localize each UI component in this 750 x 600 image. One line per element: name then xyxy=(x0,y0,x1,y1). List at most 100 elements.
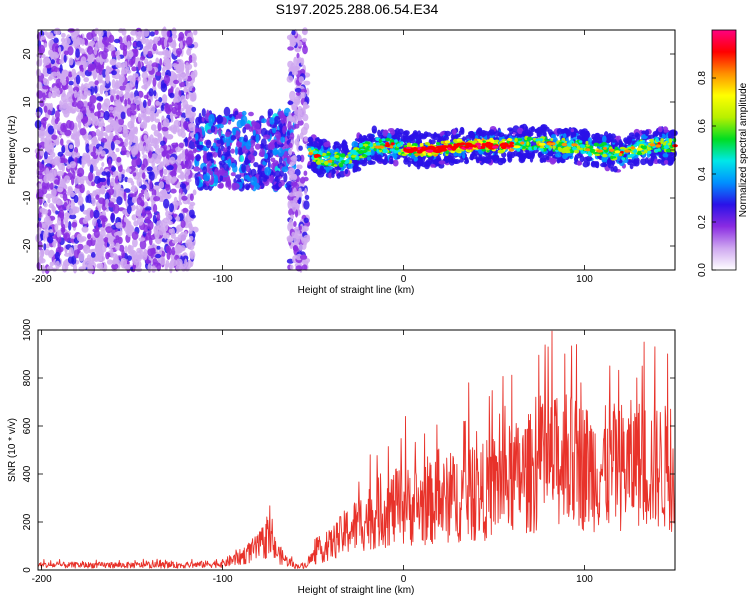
heatmap-blob xyxy=(159,189,168,195)
heatmap-blob xyxy=(126,40,131,50)
heatmap-blob xyxy=(178,77,182,84)
heatmap-blob xyxy=(184,258,188,268)
heatmap-blob xyxy=(61,145,66,154)
heatmap-blob xyxy=(111,263,119,270)
heatmap-blob xyxy=(151,265,157,273)
heatmap-blob xyxy=(68,221,72,231)
heatmap-blob xyxy=(81,85,88,91)
heatmap-blob xyxy=(326,152,332,156)
heatmap-blob xyxy=(286,130,290,140)
heatmap-blob xyxy=(607,161,615,169)
heatmap-blob xyxy=(178,192,182,203)
heatmap-blob xyxy=(170,188,177,194)
heatmap-blob xyxy=(143,224,149,233)
heatmap-blob xyxy=(187,150,194,160)
heatmap-blob xyxy=(67,256,75,264)
heatmap-blob xyxy=(42,77,48,82)
heatmap-blob xyxy=(179,245,186,252)
heatmap-blob xyxy=(95,169,101,177)
heatmap-blob xyxy=(66,90,75,101)
heatmap-blob xyxy=(151,39,158,45)
heatmap-blob xyxy=(427,152,432,156)
heatmap-blob xyxy=(430,164,436,168)
heatmap-blob xyxy=(156,212,161,222)
heatmap-blob xyxy=(80,175,88,181)
heatmap-blob xyxy=(344,168,349,175)
heatmap-blob xyxy=(143,78,148,86)
heatmap-blob xyxy=(315,137,319,142)
heatmap-blob xyxy=(85,53,93,63)
heatmap-blob xyxy=(71,109,76,114)
heatmap-blob xyxy=(539,129,547,136)
heatmap-blob xyxy=(303,217,309,224)
heatmap-blob xyxy=(193,29,198,36)
heatmap-blob xyxy=(289,132,295,140)
heatmap-blob xyxy=(69,144,74,149)
heatmap-blob xyxy=(62,193,68,202)
heatmap-blob xyxy=(90,151,97,157)
heatmap-blob xyxy=(92,136,98,144)
heatmap-blob xyxy=(261,118,267,124)
heatmap-blob xyxy=(457,152,462,157)
heatmap-blob xyxy=(294,138,300,146)
heatmap-blob xyxy=(170,259,178,267)
heatmap-blob xyxy=(663,145,670,150)
heatmap-blob xyxy=(196,144,204,150)
heatmap-blob xyxy=(153,203,158,213)
heatmap-blob xyxy=(57,151,64,157)
heatmap-blob xyxy=(602,163,607,168)
heatmap-blob xyxy=(136,172,143,178)
heatmap-blob xyxy=(637,152,643,156)
heatmap-blob xyxy=(178,72,183,78)
heatmap-blob xyxy=(157,133,162,139)
heatmap-blob xyxy=(520,155,524,163)
heatmap-blob xyxy=(610,155,614,160)
heatmap-blob xyxy=(258,174,263,184)
heatmap-blob xyxy=(288,218,293,227)
heatmap-blob xyxy=(124,98,128,107)
heatmap-blob xyxy=(93,175,101,185)
heatmap-blob xyxy=(632,150,637,153)
heatmap-blob xyxy=(446,155,454,160)
heatmap-blob xyxy=(89,164,94,175)
heatmap-blob xyxy=(610,138,617,143)
heatmap-blob xyxy=(49,182,54,190)
heatmap-blob xyxy=(594,153,601,157)
heatmap-blob xyxy=(117,55,121,61)
heatmap-blob xyxy=(59,64,63,74)
heatmap-blob xyxy=(136,176,143,187)
heatmap-blob xyxy=(293,221,297,227)
heatmap-blob xyxy=(175,48,183,55)
heatmap-blob xyxy=(141,84,149,90)
heatmap-blob xyxy=(298,244,304,251)
heatmap-blob xyxy=(162,49,170,56)
heatmap-blob xyxy=(52,240,57,248)
heatmap-blob xyxy=(173,79,179,85)
heatmap-blob xyxy=(163,149,168,156)
heatmap-blob xyxy=(108,188,115,196)
heatmap-blob xyxy=(132,171,137,177)
heatmap-blob xyxy=(63,232,71,242)
heatmap-blob xyxy=(205,139,212,149)
heatmap-blob xyxy=(627,154,632,158)
heatmap-blob xyxy=(95,128,101,137)
heatmap-blob xyxy=(98,262,104,270)
heatmap-blob xyxy=(236,178,242,183)
heatmap-blob xyxy=(477,157,485,161)
heatmap-blob xyxy=(662,153,668,158)
figure-title: S197.2025.288.06.54.E34 xyxy=(276,1,439,17)
heatmap-blob xyxy=(161,66,166,73)
heatmap-blob xyxy=(108,201,115,208)
heatmap-blob xyxy=(582,161,589,168)
heatmap-blob xyxy=(235,174,242,180)
heatmap-blob xyxy=(171,176,178,182)
heatmap-blob xyxy=(308,152,313,156)
heatmap-blob xyxy=(147,50,153,58)
heatmap-blob xyxy=(624,149,631,153)
heatmap-blob xyxy=(201,108,206,117)
heatmap-blob xyxy=(49,249,55,258)
heatmap-blob xyxy=(119,73,125,83)
heatmap-blob xyxy=(544,139,550,142)
heatmap-blob xyxy=(42,67,48,74)
